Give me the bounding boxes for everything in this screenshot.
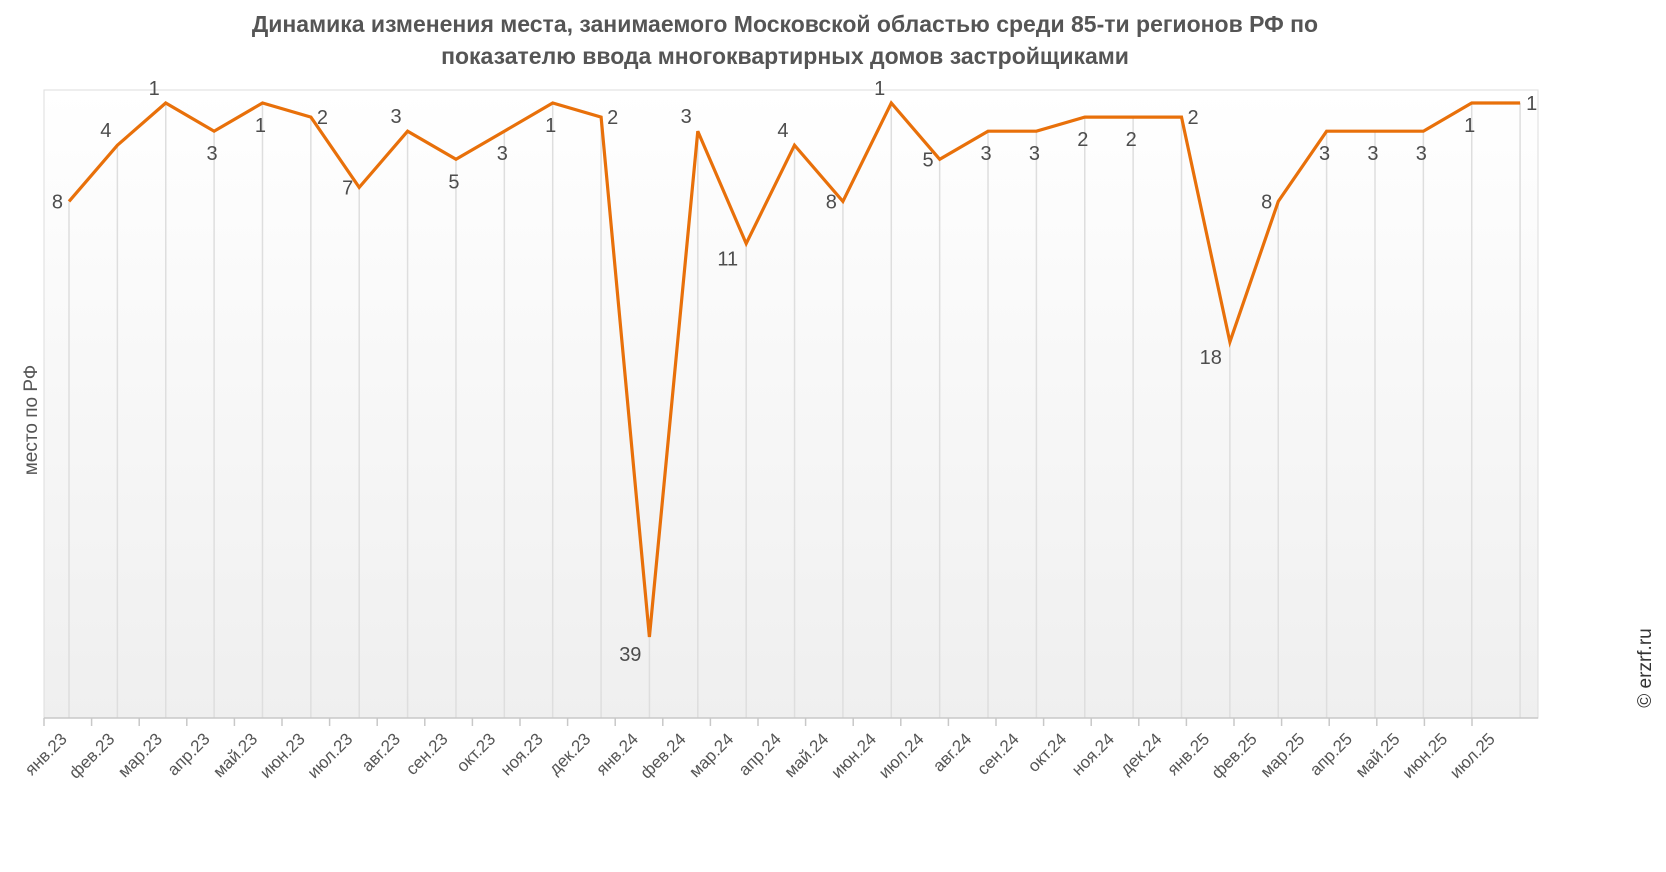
data-label: 3 — [1029, 143, 1040, 165]
data-label: 3 — [497, 143, 508, 165]
data-label: 3 — [980, 143, 991, 165]
x-tick-label: мар.24 — [685, 729, 737, 781]
copyright-credit: © erzrf.ru — [1635, 628, 1656, 708]
x-tick-label: июл.24 — [875, 729, 928, 782]
data-label: 5 — [923, 149, 934, 171]
series-line — [67, 100, 1521, 638]
data-label: 1 — [1464, 115, 1475, 137]
x-tick-label: дек.23 — [545, 729, 594, 778]
x-tick-label: фев.25 — [1208, 729, 1261, 782]
data-label: 2 — [1077, 129, 1088, 151]
x-tick-label: апр.23 — [164, 729, 214, 779]
data-label: 3 — [1367, 143, 1378, 165]
x-tick-label: янв.25 — [1164, 729, 1214, 779]
x-tick-label: окт.24 — [1024, 729, 1070, 775]
x-tick-label: мар.23 — [114, 729, 166, 781]
data-label: 2 — [317, 107, 328, 129]
x-tick-label: май.24 — [781, 729, 833, 781]
data-label: 1 — [149, 78, 160, 100]
chart-title-line-2: показателю ввода многоквартирных домов з… — [441, 43, 1129, 69]
x-tick-label: фев.24 — [637, 729, 690, 782]
x-tick-label: сен.24 — [973, 729, 1022, 778]
data-label: 4 — [777, 120, 788, 142]
x-tick-label: янв.23 — [21, 729, 71, 779]
x-tick-label: июн.25 — [1399, 729, 1452, 782]
data-label: 8 — [826, 191, 837, 213]
data-label: 7 — [342, 177, 353, 199]
x-tick-label: июл.25 — [1446, 729, 1499, 782]
data-label: 39 — [619, 644, 641, 666]
plot-area — [43, 89, 1539, 719]
x-tick-label: дек.24 — [1117, 729, 1166, 778]
x-tick-label: янв.24 — [592, 729, 642, 779]
chart-title-line-1: Динамика изменения места, занимаемого Мо… — [251, 11, 1319, 37]
x-tick-label: июн.24 — [828, 729, 881, 782]
x-tick-label: май.25 — [1352, 729, 1404, 781]
data-label: 4 — [100, 120, 111, 142]
x-tick-label: ноя.23 — [497, 729, 547, 779]
data-label: 3 — [390, 106, 401, 128]
data-label: 8 — [52, 191, 63, 213]
data-label: 1 — [545, 115, 556, 137]
data-label: 1 — [255, 115, 266, 137]
x-tick-label: авг.23 — [358, 729, 404, 775]
data-label: 2 — [607, 107, 618, 129]
data-label: 3 — [207, 143, 218, 165]
x-tick-label: авг.24 — [929, 729, 975, 775]
data-label: 2 — [1126, 129, 1137, 151]
data-label: 1 — [1526, 93, 1537, 115]
data-label: 11 — [717, 249, 738, 271]
x-tick-label: окт.23 — [453, 729, 499, 775]
x-tick-label: июн.23 — [256, 729, 309, 782]
x-axis-labels: янв.23фев.23мар.23апр.23май.23июн.23июл.… — [21, 729, 1499, 782]
x-axis-ticks — [43, 718, 1473, 726]
x-tick-label: апр.25 — [1306, 729, 1356, 779]
chart-title: Динамика изменения места, занимаемого Мо… — [0, 8, 1570, 72]
x-tick-label: апр.24 — [735, 729, 785, 779]
x-tick-label: фев.23 — [65, 729, 118, 782]
data-label: 3 — [1416, 143, 1427, 165]
data-label: 3 — [681, 106, 692, 128]
x-tick-label: мар.25 — [1257, 729, 1309, 781]
gridlines — [68, 103, 1521, 718]
x-tick-label: ноя.24 — [1068, 729, 1118, 779]
x-tick-label: июл.23 — [304, 729, 357, 782]
y-axis-label: место по РФ — [21, 364, 42, 476]
x-tick-label: май.23 — [209, 729, 261, 781]
data-label: 18 — [1200, 347, 1222, 369]
data-label: 3 — [1319, 143, 1330, 165]
data-label: 5 — [448, 171, 459, 193]
data-label: 8 — [1261, 191, 1272, 213]
data-label: 2 — [1188, 107, 1199, 129]
data-label: 1 — [874, 78, 885, 100]
x-tick-label: сен.23 — [402, 729, 451, 778]
